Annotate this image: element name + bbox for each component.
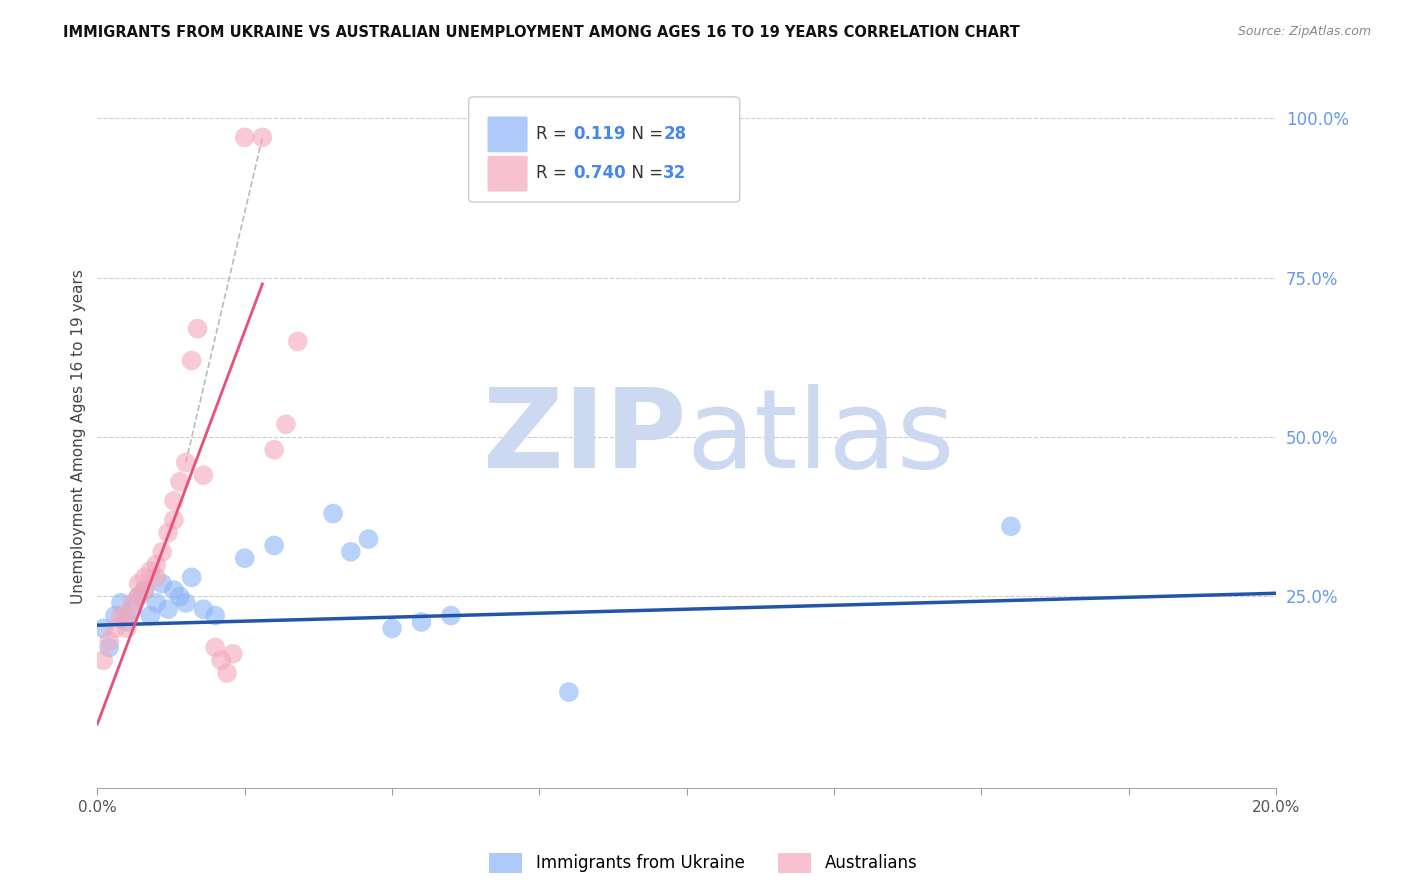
Point bbox=[193, 468, 215, 483]
Point bbox=[163, 583, 186, 598]
Point bbox=[104, 621, 127, 635]
Point bbox=[233, 551, 256, 566]
Point bbox=[252, 130, 274, 145]
Point bbox=[163, 513, 186, 527]
Point bbox=[157, 602, 180, 616]
Point bbox=[233, 130, 256, 145]
Point bbox=[115, 608, 138, 623]
Legend: Immigrants from Ukraine, Australians: Immigrants from Ukraine, Australians bbox=[482, 847, 924, 880]
Point bbox=[322, 507, 344, 521]
Point bbox=[263, 538, 285, 552]
Point bbox=[180, 570, 202, 584]
Point bbox=[411, 615, 433, 629]
Text: R =: R = bbox=[536, 125, 572, 143]
Text: N =: N = bbox=[620, 125, 668, 143]
Text: IMMIGRANTS FROM UKRAINE VS AUSTRALIAN UNEMPLOYMENT AMONG AGES 16 TO 19 YEARS COR: IMMIGRANTS FROM UKRAINE VS AUSTRALIAN UN… bbox=[63, 25, 1019, 40]
Point bbox=[174, 596, 197, 610]
FancyBboxPatch shape bbox=[468, 97, 740, 202]
Point bbox=[139, 608, 162, 623]
Point bbox=[139, 564, 162, 578]
Point bbox=[169, 475, 191, 489]
Point bbox=[274, 417, 297, 432]
Point bbox=[115, 621, 138, 635]
FancyBboxPatch shape bbox=[488, 117, 527, 153]
Text: 0.740: 0.740 bbox=[574, 164, 626, 182]
Point bbox=[110, 608, 132, 623]
Point bbox=[134, 583, 156, 598]
Text: 32: 32 bbox=[664, 164, 686, 182]
Point bbox=[104, 608, 127, 623]
Point bbox=[121, 596, 143, 610]
Point bbox=[163, 493, 186, 508]
Text: 0.119: 0.119 bbox=[574, 125, 626, 143]
Point bbox=[215, 665, 238, 680]
Point bbox=[263, 442, 285, 457]
Point bbox=[222, 647, 245, 661]
Point bbox=[169, 590, 191, 604]
Point bbox=[121, 602, 143, 616]
Y-axis label: Unemployment Among Ages 16 to 19 years: Unemployment Among Ages 16 to 19 years bbox=[72, 269, 86, 605]
Point bbox=[187, 321, 209, 335]
Point bbox=[1000, 519, 1022, 533]
Point bbox=[150, 545, 173, 559]
Text: R =: R = bbox=[536, 164, 572, 182]
Point bbox=[357, 532, 380, 546]
Point bbox=[98, 634, 121, 648]
Point bbox=[128, 576, 150, 591]
Point bbox=[209, 653, 232, 667]
Point bbox=[134, 583, 156, 598]
Point bbox=[91, 653, 114, 667]
Point bbox=[115, 615, 138, 629]
Point bbox=[287, 334, 309, 349]
Point bbox=[145, 596, 167, 610]
Point bbox=[145, 570, 167, 584]
Point bbox=[381, 621, 404, 635]
Point bbox=[204, 640, 226, 655]
Point bbox=[180, 353, 202, 368]
Text: N =: N = bbox=[620, 164, 668, 182]
Point bbox=[128, 590, 150, 604]
Point bbox=[91, 621, 114, 635]
Point bbox=[174, 456, 197, 470]
Point bbox=[193, 602, 215, 616]
Point bbox=[150, 576, 173, 591]
Point bbox=[128, 590, 150, 604]
Text: ZIP: ZIP bbox=[484, 384, 686, 491]
Text: 28: 28 bbox=[664, 125, 686, 143]
Text: atlas: atlas bbox=[686, 384, 955, 491]
Text: Source: ZipAtlas.com: Source: ZipAtlas.com bbox=[1237, 25, 1371, 38]
Point bbox=[558, 685, 581, 699]
Point bbox=[145, 558, 167, 572]
Point bbox=[339, 545, 361, 559]
Point bbox=[110, 596, 132, 610]
Point bbox=[134, 570, 156, 584]
Point bbox=[204, 608, 226, 623]
Point bbox=[440, 608, 463, 623]
Point bbox=[98, 640, 121, 655]
Point bbox=[157, 525, 180, 540]
FancyBboxPatch shape bbox=[488, 156, 527, 192]
